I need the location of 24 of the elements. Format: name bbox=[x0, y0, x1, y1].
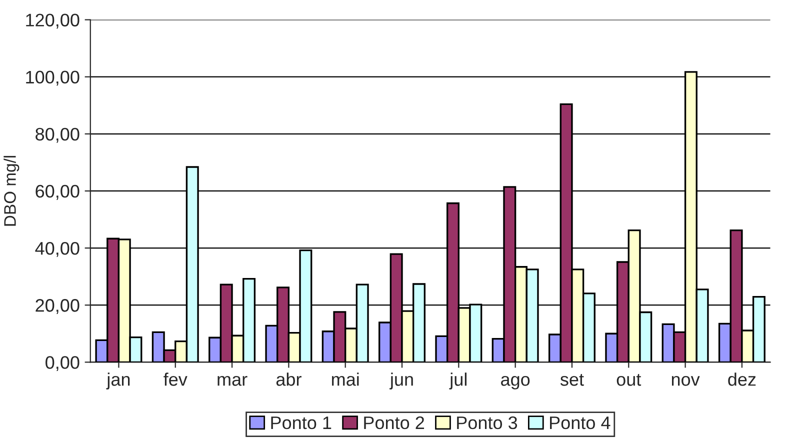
x-tick-label: jan bbox=[106, 372, 130, 390]
legend-label: Ponto 2 bbox=[364, 416, 424, 430]
y-tick-label: 20,00 bbox=[36, 299, 80, 314]
legend-label: Ponto 1 bbox=[271, 416, 332, 430]
legend-label: Ponto 3 bbox=[457, 416, 518, 430]
x-tick-label: nov bbox=[672, 376, 700, 386]
x-tick-label: mai bbox=[332, 372, 359, 386]
y-tick-label: 100,00 bbox=[26, 70, 80, 86]
x-tick-label: fev bbox=[164, 372, 188, 386]
y-tick-label: 40,00 bbox=[35, 242, 80, 257]
x-tick-label: mar bbox=[218, 376, 248, 386]
x-tick-label: dez bbox=[728, 372, 756, 386]
legend-label: Ponto 4 bbox=[550, 416, 610, 430]
x-tick-label: out bbox=[616, 374, 642, 386]
x-tick-label: set bbox=[560, 374, 584, 386]
x-tick-label: ago bbox=[501, 376, 530, 390]
x-tick-label: jul bbox=[449, 372, 466, 390]
y-tick-label: 80,00 bbox=[36, 128, 80, 143]
y-tick-label: 120,00 bbox=[26, 14, 80, 29]
y-axis-title: DBO mg/l bbox=[4, 156, 20, 226]
x-tick-label: jun bbox=[390, 372, 413, 390]
y-tick-label: 0,00 bbox=[46, 356, 80, 372]
x-tick-label: abr bbox=[276, 372, 302, 386]
y-tick-label: 60,00 bbox=[36, 184, 80, 200]
